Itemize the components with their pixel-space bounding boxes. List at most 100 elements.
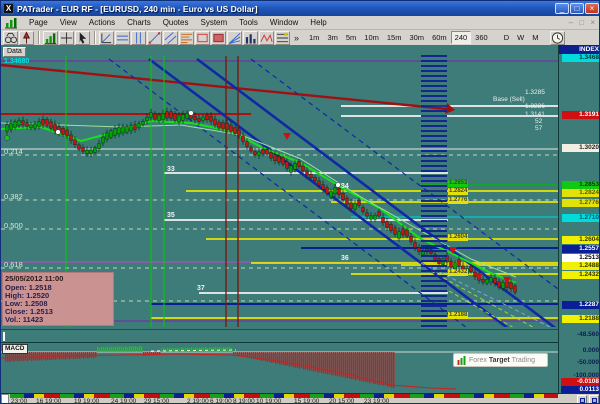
menu-quotes[interactable]: Quotes [162,18,189,27]
restore-button[interactable]: □ [570,3,584,14]
indicator-subpanel[interactable] [1,329,558,343]
chart-annotation-label: 1.3285 [525,89,545,96]
price-scale-label: 1.2776 [562,199,599,207]
fibonacci-tool-icon[interactable] [179,30,194,45]
rectangle-tool-icon[interactable] [195,30,210,45]
toolbar-separator [94,31,96,44]
ohlc-data-box: 25/05/2012 11:00 Open: 1.2518 High: 1.252… [2,272,114,326]
chart-price-tag: 1.2432 [448,269,469,276]
price-scale-label: 1.2188 [562,315,599,323]
toolbar-overflow-icon[interactable]: » [294,32,300,43]
titlebar[interactable]: X PATrader - EUR RF - [EURUSD, 240 min -… [1,1,599,16]
minimize-button[interactable]: _ [555,3,569,14]
chart-tool-icon[interactable] [43,30,58,45]
timeframe-60m[interactable]: 60m [428,31,451,44]
wave-number-label: 37 [197,285,205,292]
price-scale-label: 1.2710 [562,214,599,222]
data-box-datetime: 25/05/2012 11:00 [5,274,64,283]
axis-button-2[interactable] [589,395,599,403]
chart-price-tag: 1.2776 [448,197,469,204]
time-axis[interactable]: 23:00 16 19:00 19 19:00 24 19:00 29 15:00 2 1… [1,393,599,404]
macd-value-red: -0.0108 [561,378,599,386]
trend-line-tool-icon[interactable] [147,30,162,45]
fib-level-label: 0.382 [4,192,23,201]
data-button[interactable]: Data [3,47,26,57]
macd-panel[interactable]: MACD Forex Target Trading [1,343,558,393]
timeframe-d[interactable]: D [500,31,513,44]
chart-price-tag: 1.2188 [448,312,469,319]
time-axis-label: 23 19:00 [364,398,390,404]
toolbar-separator [38,31,40,44]
mdi-window-controls[interactable]: – □ × [568,18,597,27]
horizontal-line-tool-icon[interactable] [115,30,130,45]
chart-plot[interactable]: Data 1.34680 0.214 0.382 0.500 0.618 33 34 35 3… [1,45,558,329]
subpanel-cursor [3,332,5,341]
axis-scroll-thumb[interactable] [1,394,9,403]
toolbar: » 1m 3m 5m 10m 15m 30m 60m 240 360 D W M [1,30,599,45]
pin-tool-icon[interactable] [19,30,34,45]
timeframe-10m[interactable]: 10m [360,31,383,44]
chart-annotation-label: Base (Sell) [493,96,525,103]
timeframe-240[interactable]: 240 [450,31,472,44]
fib-fan-tool-icon[interactable] [227,30,242,45]
price-scale-label: 1.3191 [562,111,599,119]
wave-number-label: 33 [167,166,175,173]
clock-icon[interactable] [550,30,566,45]
menu-system[interactable]: System [200,18,228,27]
time-axis-label: 20 15:00 [329,398,355,404]
fib-level-label: 0.618 [4,260,23,269]
price-scale-label: 1.2557 [562,245,599,253]
axis-button-1[interactable] [577,395,587,403]
timeframe-5m[interactable]: 5m [342,31,360,44]
timeframe-w[interactable]: W [513,31,528,44]
filled-rectangle-tool-icon[interactable] [211,30,226,45]
time-axis-label: 29 15:00 [144,398,170,404]
price-scale-label: 1.2513 [562,254,599,262]
macd-scale-label: 0.000 [582,347,599,354]
close-button[interactable]: × [585,3,599,14]
price-scale[interactable]: INDEX 1.3468 1.3191 1.3020 1.2853 1.2824 1.27… [558,45,599,394]
time-axis-label: 24 19:00 [111,398,137,404]
time-axis-label: 19 19:00 [74,398,100,404]
price-scale-label: 1.3020 [562,144,599,152]
wave-number-label: 36 [341,255,349,262]
menu-help[interactable]: Help [310,18,327,27]
timeframe-360[interactable]: 360 [471,31,492,44]
ohlc-row: Close: 1.2513 [5,307,53,316]
app-icon: X [3,3,14,14]
wave-number-label: 35 [167,212,175,219]
event-zone-hatch [421,55,447,327]
watermark-text: Forex Target Trading [469,356,536,364]
fib-zero-price-label: 1.34680 [4,58,30,65]
timeframe-15m[interactable]: 15m [383,31,406,44]
vertical-line-tool-icon[interactable] [131,30,146,45]
binoculars-tool-icon[interactable] [3,30,18,45]
macd-value-blue: 0.0113 [561,386,599,394]
menu-tools[interactable]: Tools [239,18,258,27]
time-axis-label: 6 19:00 [210,398,232,404]
chart-annotation-label: 1.3141 [525,111,545,118]
pointer-tool-icon[interactable] [75,30,90,45]
angle-tool-icon[interactable] [99,30,114,45]
fib-level-label: 0.500 [4,221,23,230]
macd-canvas [1,345,558,390]
zigzag-tool-icon[interactable] [259,30,274,45]
chart-price-tag: 1.2604 [448,234,469,241]
menu-actions[interactable]: Actions [88,18,116,27]
price-scale-label: 1.2853 [562,181,599,189]
session-color-strip [10,394,558,398]
timeframe-1m[interactable]: 1m [305,31,323,44]
crosshair-tool-icon[interactable] [59,30,74,45]
menu-window[interactable]: Window [269,18,299,27]
channel-tool-icon[interactable] [163,30,178,45]
menu-view[interactable]: View [59,18,77,27]
volume-tool-icon[interactable] [243,30,258,45]
menu-page[interactable]: Page [29,18,48,27]
timeframe-m[interactable]: M [528,31,542,44]
timeframe-3m[interactable]: 3m [323,31,341,44]
chart-annotation-label: 1.3236 [525,103,545,110]
menu-charts[interactable]: Charts [127,18,151,27]
timeframe-30m[interactable]: 30m [405,31,428,44]
levels-tool-icon[interactable] [275,30,290,45]
